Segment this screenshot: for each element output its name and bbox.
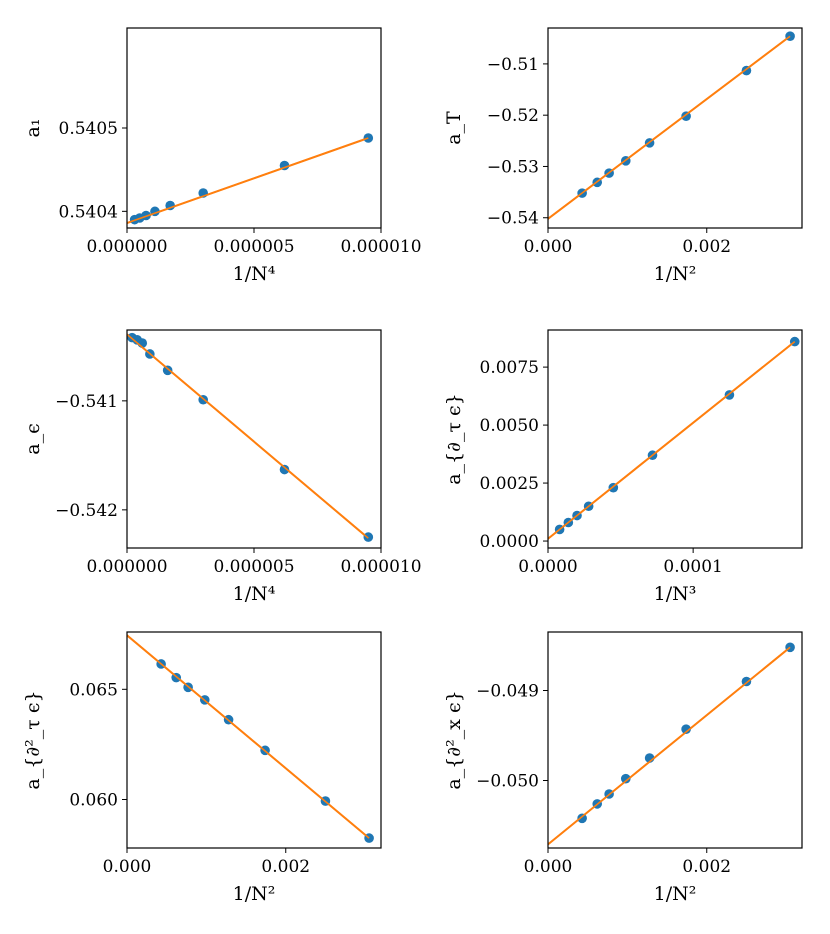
y-axis-label: a_T	[443, 111, 465, 145]
x-axis-label: 1/N²	[233, 883, 276, 905]
fit-line-overlay	[547, 35, 791, 220]
data-point	[279, 464, 290, 475]
panel-a1: 0.000000 0.000005 0.000010 0.5404 0.5405 1/N⁴…	[22, 27, 422, 285]
axes-frame	[547, 329, 803, 549]
y-axis-label: a_{∂_τ ϵ}	[443, 393, 465, 485]
x-axis-label: 1/N²	[654, 883, 697, 905]
y-tick-label: −0.53	[487, 157, 539, 177]
y-tick-label: 0.5404	[59, 202, 118, 222]
x-tick-label: 0.0000	[518, 557, 577, 577]
data-point	[577, 813, 587, 824]
axes-frame	[547, 27, 803, 229]
x-axis-label: 1/N⁴	[233, 583, 276, 605]
x-tick-label: 0.000010	[340, 557, 421, 577]
y-axis-label: a_{∂²_x ϵ}	[443, 690, 465, 789]
y-tick-label: 0.0025	[480, 474, 539, 494]
fit-line-overlay	[547, 646, 791, 846]
y-tick-label: −0.51	[487, 55, 539, 75]
panel-adtaueps: 0.0000 0.0001 0.0000 0.0025 0.0050 0.0075 1/N³…	[443, 329, 803, 605]
x-tick-label: 0.000000	[86, 237, 167, 257]
x-tick-label: 0.000005	[213, 557, 294, 577]
x-tick-label: 0.0001	[663, 557, 722, 577]
axes-frame	[126, 329, 382, 549]
x-axis-label: 1/N³	[654, 583, 697, 605]
y-tick-label: 0.0000	[480, 532, 539, 552]
axes-frame	[547, 631, 803, 849]
panel-aT: 0.000 0.002 −0.54 −0.53 −0.52 −0.51 1/N² a_T	[443, 27, 803, 285]
y-tick-label: 0.065	[69, 680, 118, 700]
panel-ad2taueps: 0.000 0.002 0.060 0.065 1/N² a_{∂²_τ ϵ}	[22, 631, 382, 905]
y-axis-label: a_{∂²_τ ϵ}	[22, 690, 44, 789]
x-tick-label: 0.000000	[86, 557, 167, 577]
fit-line-overlay	[126, 333, 369, 539]
y-tick-label: 0.5405	[59, 119, 118, 139]
axes-frame	[126, 27, 382, 229]
y-tick-label: 0.060	[69, 791, 118, 811]
data-point	[162, 365, 173, 376]
y-tick-label: −0.542	[55, 501, 118, 521]
y-axis-label: a₁	[22, 119, 44, 138]
y-tick-label: 0.0075	[480, 358, 539, 378]
x-tick-label: 0.002	[682, 237, 731, 257]
x-axis-label: 1/N⁴	[233, 263, 276, 285]
y-tick-label: −0.050	[476, 772, 539, 792]
x-tick-label: 0.002	[261, 857, 310, 877]
y-tick-label: −0.541	[55, 392, 118, 412]
x-tick-label: 0.000005	[213, 237, 294, 257]
x-tick-label: 0.000	[524, 857, 573, 877]
fit-line-overlay	[126, 634, 370, 839]
panel-ad2xeps: 0.000 0.002 −0.050 −0.049 1/N² a_{∂²_x ϵ}	[443, 631, 803, 905]
axes-frame	[126, 631, 382, 849]
x-tick-label: 0.000010	[340, 237, 421, 257]
y-axis-label: a_ϵ	[22, 423, 44, 454]
x-tick-label: 0.000	[103, 857, 152, 877]
data-point	[620, 773, 631, 784]
data-point	[681, 724, 691, 734]
fit-line-overlay	[547, 340, 796, 540]
x-tick-label: 0.002	[682, 857, 731, 877]
data-point	[363, 532, 374, 542]
panel-aeps: 0.000000 0.000005 0.000010 −0.542 −0.541 1/N⁴…	[22, 329, 422, 605]
x-tick-label: 0.000	[524, 237, 573, 257]
y-tick-label: −0.52	[487, 106, 539, 126]
x-axis-label: 1/N²	[654, 263, 697, 285]
y-tick-label: −0.049	[476, 682, 539, 702]
fit-line-overlay	[126, 137, 369, 224]
y-tick-label: −0.54	[487, 209, 539, 229]
y-tick-label: 0.0050	[480, 416, 539, 436]
